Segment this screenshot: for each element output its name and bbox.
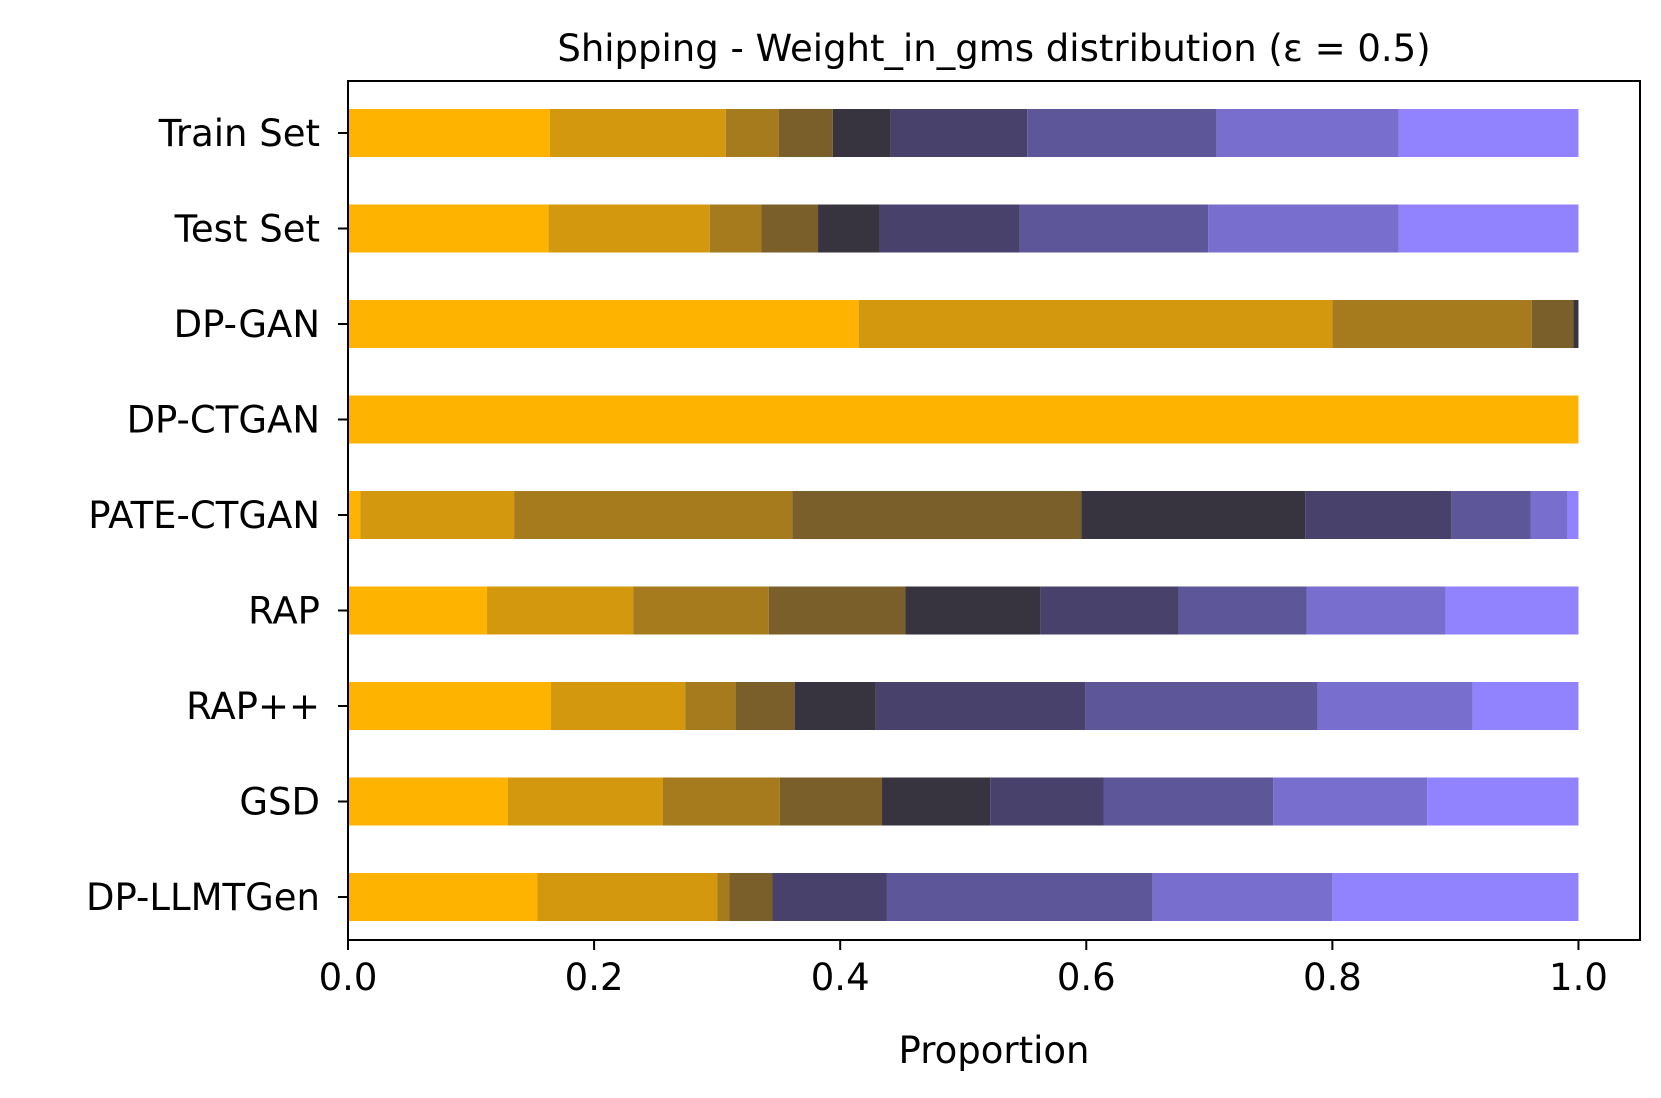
bar-segment — [1216, 109, 1399, 157]
bar-segment — [633, 586, 769, 635]
bar-segment — [1398, 109, 1579, 157]
bar-segment — [1573, 300, 1579, 348]
bar-segment — [990, 777, 1104, 826]
bar-segment — [709, 204, 762, 253]
bar-segment — [779, 777, 883, 826]
bar-segment — [761, 204, 819, 253]
bar-segment — [507, 777, 664, 826]
bar-segment — [1451, 491, 1531, 539]
chart-title: Shipping - Weight_in_gms distribution (ε… — [557, 27, 1430, 70]
bar-segment — [663, 777, 780, 826]
bar-segment — [1445, 586, 1579, 635]
bar-segment — [1019, 204, 1209, 253]
bar-segment — [875, 682, 1086, 730]
y-tick-label: Test Set — [174, 208, 320, 251]
bar-segment — [1178, 586, 1307, 635]
bar-segment — [548, 204, 710, 253]
x-tick-label: 0.0 — [319, 956, 378, 999]
bar-segment — [348, 777, 508, 826]
x-tick-label: 0.2 — [565, 956, 624, 999]
bar-segment — [537, 873, 718, 921]
bar-segment — [551, 682, 686, 730]
bar-segment — [1427, 777, 1579, 826]
x-tick-label: 0.8 — [1303, 956, 1362, 999]
bar-segment — [487, 586, 634, 635]
y-tick-label: GSD — [239, 781, 320, 824]
bar-segment — [1398, 204, 1579, 253]
bar-segment — [348, 682, 552, 730]
bar-segment — [832, 109, 891, 157]
bar-segment — [1567, 491, 1579, 539]
bar-segment — [1306, 586, 1446, 635]
y-tick-label: DP-CTGAN — [127, 399, 320, 442]
bar-segment — [1085, 682, 1318, 730]
bar-segment — [1027, 109, 1217, 157]
bar-segment — [1317, 682, 1473, 730]
bar-segment — [717, 873, 730, 921]
bar-segment — [1531, 300, 1574, 348]
bar-segment — [348, 395, 1579, 444]
bar-segment — [772, 873, 887, 921]
bar-segment — [768, 586, 906, 635]
bar-segment — [514, 491, 793, 539]
bar-segment — [549, 109, 726, 157]
x-tick-label: 0.4 — [811, 956, 870, 999]
bar-segment — [1305, 491, 1452, 539]
bar-segment — [348, 109, 550, 157]
bar-segment — [1332, 300, 1532, 348]
bar-segment — [905, 586, 1041, 635]
bars-group — [348, 109, 1579, 921]
bar-segment — [879, 204, 1020, 253]
bar-segment — [1040, 586, 1179, 635]
y-tick-label: Train Set — [158, 112, 320, 155]
bar-segment — [886, 873, 1153, 921]
x-tick-label: 1.0 — [1549, 956, 1608, 999]
bar-segment — [794, 682, 876, 730]
bar-segment — [348, 873, 538, 921]
bar-segment — [818, 204, 880, 253]
plot-frame — [347, 80, 1641, 941]
bar-segment — [360, 491, 515, 539]
bar-segment — [1152, 873, 1333, 921]
bar-segment — [1103, 777, 1274, 826]
bar-segment — [858, 300, 1333, 348]
bar-segment — [735, 682, 795, 730]
bar-segment — [882, 777, 991, 826]
bar-segment — [792, 491, 1082, 539]
x-axis-ticks: 0.0 0.2 0.4 0.6 0.8 1.0 — [319, 940, 1608, 999]
bar-segment — [1472, 682, 1579, 730]
bar-segment — [1273, 777, 1428, 826]
bar-segment — [1081, 491, 1306, 539]
bar-segment — [348, 586, 488, 635]
y-tick-label: RAP++ — [186, 685, 320, 728]
bar-segment — [685, 682, 736, 730]
y-axis-ticks: Train Set Test Set DP-GAN DP-CTGAN PATE-CTGA… — [86, 112, 348, 919]
bar-segment — [348, 491, 361, 539]
bar-segment — [1530, 491, 1568, 539]
y-tick-label: DP-LLMTGen — [86, 876, 320, 919]
y-tick-label: DP-GAN — [174, 303, 320, 346]
bar-segment — [729, 873, 773, 921]
x-axis-label: Proportion — [899, 1029, 1090, 1072]
bar-segment — [348, 300, 859, 348]
bar-segment — [348, 204, 549, 253]
bar-segment — [778, 109, 833, 157]
y-tick-label: PATE-CTGAN — [88, 494, 320, 537]
bar-segment — [725, 109, 779, 157]
bar-segment — [1332, 873, 1579, 921]
bar-segment — [1208, 204, 1399, 253]
x-tick-label: 0.6 — [1057, 956, 1116, 999]
bar-segment — [890, 109, 1028, 157]
y-tick-label: RAP — [248, 590, 320, 633]
